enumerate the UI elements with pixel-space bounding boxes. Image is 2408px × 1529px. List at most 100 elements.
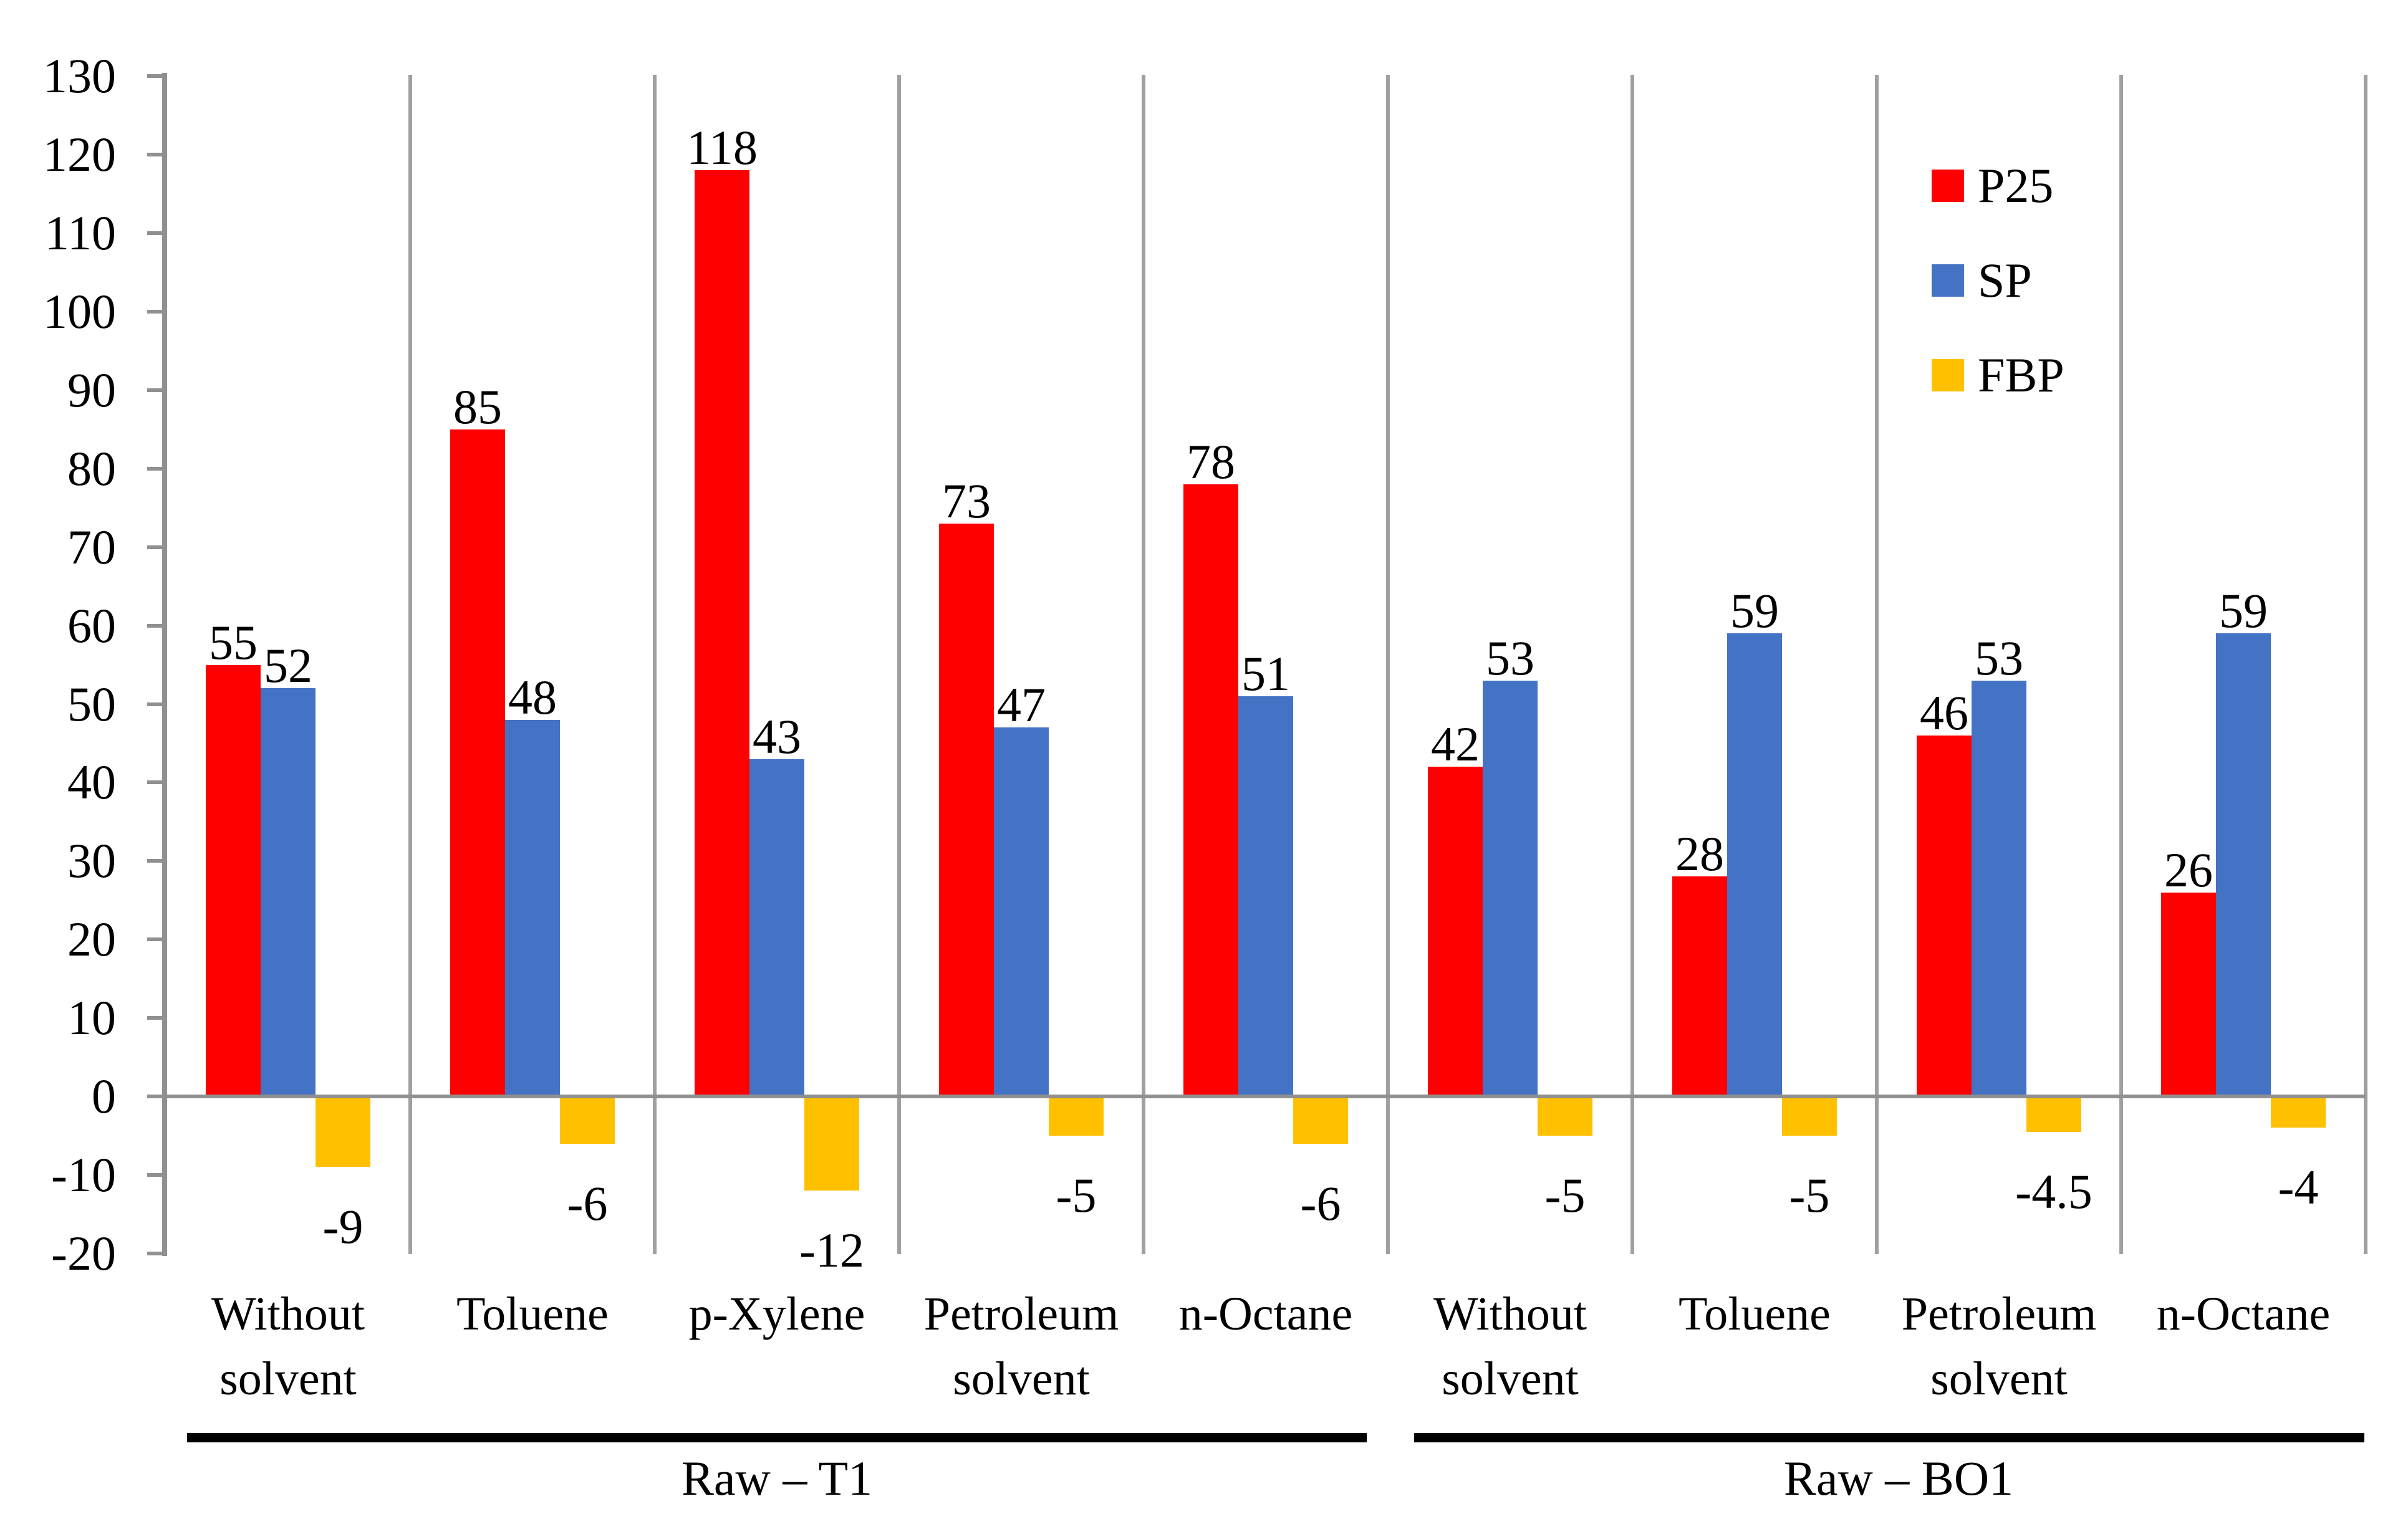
bar-p25 [939, 523, 994, 1096]
category-separator-line [1630, 75, 1634, 1254]
value-label-sp: 48 [508, 669, 557, 724]
legend-swatch-sp-icon [1932, 264, 1964, 297]
y-axis-tick-label: 120 [43, 127, 116, 182]
category-label-line: Toluene [1678, 1288, 1831, 1340]
category-separator-line [1386, 75, 1390, 1254]
category-label-line: Petroleum [923, 1288, 1119, 1340]
bar-p25 [1672, 876, 1727, 1096]
bar-p25 [450, 429, 505, 1096]
y-axis-tick-label: 30 [67, 833, 116, 888]
bar-fbp [1293, 1096, 1348, 1144]
category-label: Without solvent [1363, 1282, 1657, 1411]
value-label-p25: 46 [1920, 685, 1968, 740]
bar-fbp [804, 1096, 859, 1191]
category-label-line: solvent [1442, 1353, 1579, 1405]
y-axis-tick-label: 10 [67, 990, 116, 1045]
value-label-sp: 59 [2219, 583, 2268, 638]
y-axis-tick-label: 100 [43, 284, 116, 338]
group-underline [187, 1433, 1367, 1442]
category-separator-line [2119, 75, 2123, 1254]
bar-sp [994, 727, 1049, 1096]
bar-fbp [1782, 1096, 1837, 1136]
bar-sp [749, 759, 804, 1096]
y-axis-tick-label: -20 [51, 1225, 116, 1280]
value-label-p25: 28 [1675, 827, 1724, 881]
y-axis-tick-label: 60 [67, 598, 116, 653]
y-axis-tick [147, 1251, 162, 1255]
y-axis-tick-label: 130 [43, 49, 116, 103]
y-axis-tick [147, 388, 162, 392]
y-axis-tick-label: 0 [92, 1069, 116, 1123]
bar-sp [1483, 680, 1538, 1096]
value-label-p25: 26 [2164, 842, 2213, 897]
legend-item-p25: P25 [1932, 160, 2064, 212]
value-label-fbp: -5 [1056, 1167, 1097, 1222]
legend-label-fbp: FBP [1978, 348, 2064, 402]
bar-fbp [2271, 1096, 2326, 1128]
bar-fbp [315, 1096, 370, 1167]
y-axis-tick [147, 74, 162, 79]
category-label-line: solvent [219, 1353, 357, 1405]
value-label-fbp: -9 [322, 1199, 364, 1254]
y-axis-tick [147, 937, 162, 942]
category-label-line: n-Octane [1178, 1288, 1353, 1340]
y-axis-tick-label: 80 [67, 441, 116, 496]
y-axis-tick [147, 310, 162, 314]
category-label-line: Petroleum [1901, 1288, 2097, 1340]
group-underline [1414, 1433, 2364, 1442]
bar-sp [261, 688, 315, 1096]
category-separator-line [2364, 75, 2367, 1254]
y-axis-tick-label: 50 [67, 676, 116, 731]
y-axis-tick [147, 1172, 162, 1177]
category-label: n-Octane [1119, 1282, 1413, 1346]
legend-label-sp: SP [1978, 253, 2032, 307]
value-label-p25: 55 [209, 615, 258, 669]
category-separator-line [897, 75, 901, 1254]
value-label-fbp: -6 [567, 1176, 608, 1230]
y-axis-tick-label: 110 [44, 206, 116, 261]
y-axis-tick-label: 90 [67, 362, 116, 417]
group-label: Raw – BO1 [1783, 1451, 2014, 1505]
bar-p25 [2161, 892, 2216, 1096]
bar-sp [1727, 633, 1782, 1096]
bar-sp [505, 719, 560, 1096]
y-axis-tick-label: 70 [67, 519, 116, 574]
category-label: p-Xylene [630, 1282, 924, 1346]
value-label-sp: 47 [997, 678, 1046, 732]
value-label-p25: 73 [942, 473, 991, 528]
category-label-line: n-Octane [2156, 1288, 2331, 1340]
category-label: Petroleum solvent [874, 1282, 1168, 1411]
legend-swatch-p25-icon [1932, 170, 1964, 202]
y-axis-tick [147, 231, 162, 236]
y-axis-tick [147, 466, 162, 471]
y-axis-tick [147, 859, 162, 863]
value-label-fbp: -4.5 [2015, 1164, 2093, 1219]
zero-axis-line [162, 1095, 2366, 1098]
category-label-line: p-Xylene [688, 1288, 865, 1340]
category-label-line: solvent [953, 1353, 1090, 1405]
category-separator-line [1142, 75, 1145, 1254]
bar-sp [1972, 680, 2026, 1096]
category-label-line: Without [211, 1288, 365, 1340]
group-label: Raw – T1 [681, 1451, 873, 1505]
category-label-line: solvent [1930, 1353, 2068, 1405]
category-label-line: Toluene [456, 1288, 609, 1340]
category-label: Petroleum solvent [1852, 1282, 2146, 1411]
y-axis-tick-label: 20 [67, 912, 116, 967]
category-label: Toluene [385, 1282, 680, 1346]
y-axis-tick [147, 1095, 162, 1098]
y-axis-tick [147, 780, 162, 785]
value-label-p25: 85 [453, 379, 502, 434]
y-axis-tick [147, 545, 162, 549]
value-label-sp: 53 [1486, 630, 1534, 685]
y-axis-tick [147, 1016, 162, 1020]
value-label-p25: 118 [686, 120, 758, 175]
value-label-sp: 43 [753, 709, 801, 764]
value-label-fbp: -6 [1300, 1176, 1341, 1230]
bar-p25 [206, 664, 261, 1096]
value-label-fbp: -5 [1789, 1167, 1830, 1222]
legend-item-fbp: FBP [1932, 349, 2064, 401]
value-label-p25: 42 [1431, 717, 1480, 772]
y-axis-tick [147, 702, 162, 706]
